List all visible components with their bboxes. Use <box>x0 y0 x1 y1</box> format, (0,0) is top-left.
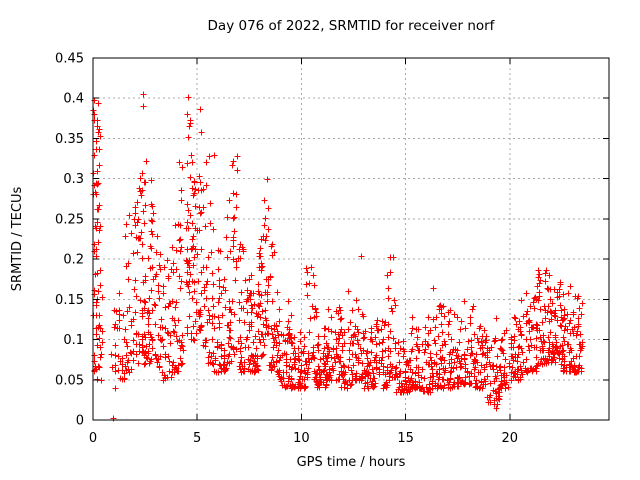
x-axis-label: GPS time / hours <box>297 455 406 470</box>
y-tick-label: 0.2 <box>63 253 84 268</box>
tick-labels: 0 5 10 15 20 0 0.05 0.1 0.15 0.2 0.25 0.3 0.35 0.4 0.4… <box>55 52 518 447</box>
x-tick-label: 0 <box>89 431 97 446</box>
y-tick-label: 0.25 <box>55 212 84 227</box>
x-tick-label: 20 <box>502 431 519 446</box>
x-tick-label: 10 <box>293 431 310 446</box>
y-axis-label: SRMTID / TECUs <box>10 187 25 292</box>
y-tick-label: 0.3 <box>63 172 84 187</box>
scatter-markers <box>90 91 586 422</box>
axes <box>92 57 610 421</box>
data-points <box>90 91 586 422</box>
y-tick-label: 0.45 <box>55 52 84 67</box>
chart-title: Day 076 of 2022, SRMTID for receiver nor… <box>208 18 496 34</box>
x-tick-label: 5 <box>193 431 201 446</box>
y-tick-label: 0.15 <box>55 293 84 308</box>
x-tick-label: 15 <box>397 431 414 446</box>
y-tick-label: 0.35 <box>55 132 84 147</box>
plot-border <box>92 57 610 421</box>
y-tick-label: 0.1 <box>63 333 84 348</box>
y-tick-label: 0.05 <box>55 373 84 388</box>
y-tick-label: 0 <box>76 414 84 429</box>
y-tick-label: 0.4 <box>63 92 84 107</box>
